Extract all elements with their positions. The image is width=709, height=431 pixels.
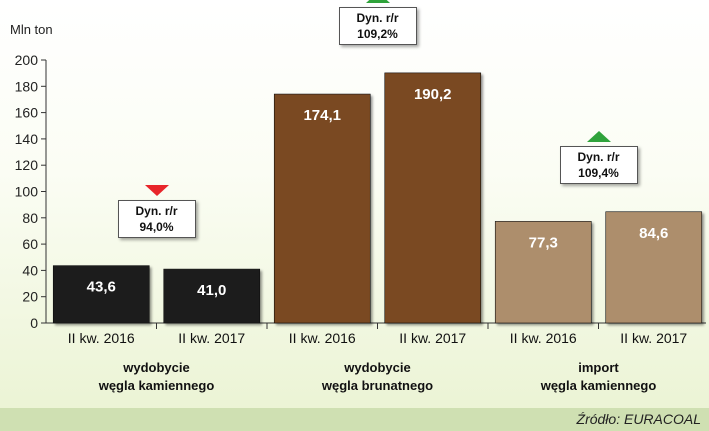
- dynamics-value: 109,4%: [578, 165, 619, 180]
- x-category-label: II kw. 2016: [510, 330, 577, 346]
- arrow-up-icon: [586, 130, 611, 142]
- bar: [163, 268, 261, 324]
- dynamics-box: Dyn. r/r 109,2%: [338, 6, 417, 45]
- group-label-line1: wydobycie: [343, 360, 410, 375]
- x-category-label: II kw. 2017: [620, 330, 687, 346]
- arrow-up-icon: [365, 0, 390, 3]
- x-category-label: II kw. 2016: [68, 330, 135, 346]
- bar-value-label: 190,2: [414, 86, 452, 103]
- bar-value-label: 43,6: [87, 279, 116, 296]
- y-tick-label: 100: [15, 184, 39, 200]
- y-tick-label: 200: [15, 52, 39, 68]
- group-label-line1: wydobycie: [122, 360, 189, 375]
- arrow-down-icon: [144, 184, 169, 196]
- bar-value-label: 174,1: [303, 107, 341, 124]
- dynamics-box: Dyn. r/r 94,0%: [117, 199, 196, 238]
- bar: [52, 265, 150, 324]
- group-label-line2: węgla kamiennego: [540, 378, 657, 393]
- x-category-label: II kw. 2016: [289, 330, 356, 346]
- y-axis-unit: Mln ton: [10, 22, 53, 37]
- y-tick-label: 40: [22, 262, 38, 278]
- dynamics-title: Dyn. r/r: [356, 10, 399, 25]
- group-label-line2: węgla brunatnego: [321, 378, 433, 393]
- bar: [494, 221, 592, 324]
- y-tick-label: 120: [15, 157, 39, 173]
- bar-value-label: 84,6: [639, 225, 668, 242]
- y-tick-label: 160: [15, 105, 39, 121]
- y-tick-label: 180: [15, 78, 39, 94]
- dynamics-value: 109,2%: [357, 26, 398, 41]
- bar: [384, 72, 482, 324]
- y-tick-label: 140: [15, 131, 39, 147]
- x-axis-labels: II kw. 2016 II kw. 2017 II kw. 2016 II kw. …: [68, 330, 688, 346]
- bar-value-label: 41,0: [197, 282, 226, 299]
- y-axis: 0 20 40 60 80 100 120 140 160 180 200: [15, 52, 706, 331]
- bar-value-label: 77,3: [529, 234, 558, 251]
- dynamics-title: Dyn. r/r: [577, 149, 620, 164]
- y-tick-label: 60: [22, 236, 38, 252]
- group-label-line2: węgla kamiennego: [98, 378, 215, 393]
- bars: 43,6 41,0 174,1 190,2 77,3 84,6: [52, 72, 703, 324]
- group-label-line1: import: [578, 360, 619, 375]
- y-tick-label: 0: [30, 315, 38, 331]
- source-note: Źródło: EURACOAL: [576, 411, 701, 427]
- dynamics-value: 94,0%: [139, 219, 174, 234]
- y-tick-label: 80: [22, 210, 38, 226]
- footer-bar: Źródło: EURACOAL: [0, 408, 709, 431]
- bar: [605, 211, 703, 324]
- bar: [273, 93, 371, 324]
- dynamics-title: Dyn. r/r: [135, 203, 178, 218]
- y-tick-label: 20: [22, 289, 38, 305]
- bar-chart: Mln ton 0 20 40 60 80 100 120 140 160 180 200 43,6…: [10, 22, 706, 393]
- group-labels: wydobycie węgla kamiennego wydobycie węgla …: [98, 360, 657, 393]
- dynamics-box: Dyn. r/r 109,4%: [559, 145, 638, 184]
- x-category-label: II kw. 2017: [178, 330, 245, 346]
- x-category-label: II kw. 2017: [399, 330, 466, 346]
